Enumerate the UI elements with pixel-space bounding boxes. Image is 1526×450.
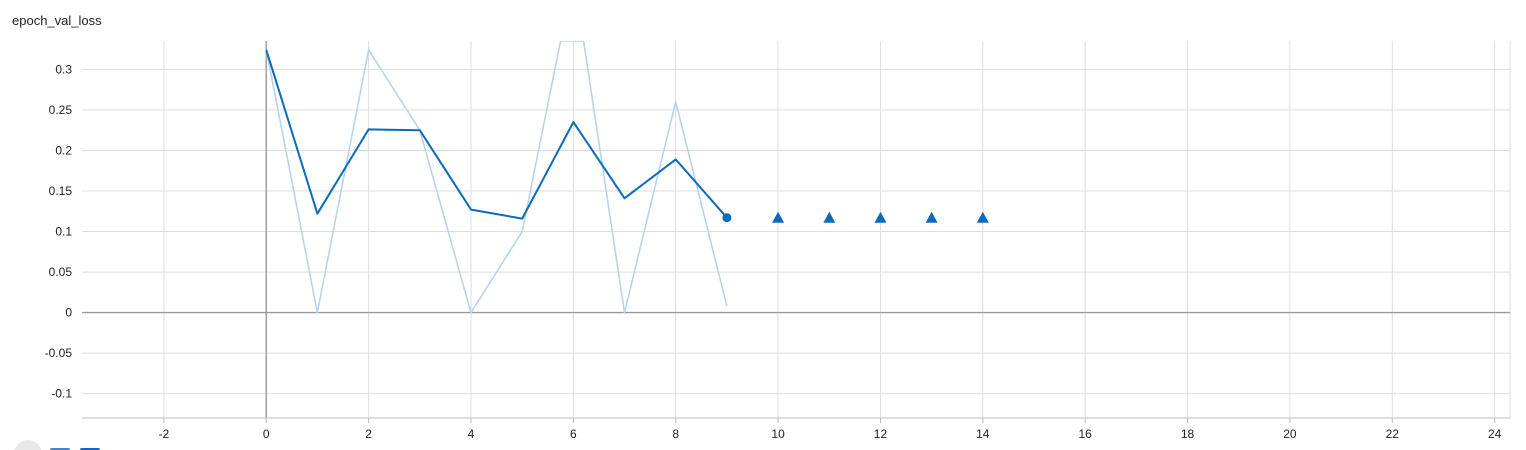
x-tick-label: 10	[771, 427, 785, 441]
log-scale-checkbox[interactable]	[50, 448, 70, 450]
triangle-marker	[925, 211, 938, 223]
x-tick-label: 16	[1079, 427, 1093, 441]
x-tick-label: -2	[159, 427, 170, 441]
raw-series-line	[265, 41, 728, 314]
series-layer	[265, 41, 728, 314]
y-tick-label: 0.05	[49, 265, 73, 279]
x-tick-label: 22	[1386, 427, 1400, 441]
triangle-marker	[976, 211, 989, 223]
y-tick-label: 0.15	[49, 184, 73, 198]
x-tick-label: 18	[1181, 427, 1195, 441]
x-tick-label: 2	[365, 427, 372, 441]
marker-layer	[722, 211, 989, 223]
chart-title: epoch_val_loss	[12, 13, 102, 28]
y-tick-label: 0.1	[55, 225, 72, 239]
triangle-marker	[823, 211, 836, 223]
x-tick-label: 14	[976, 427, 990, 441]
x-tick-label: 12	[874, 427, 888, 441]
y-tick-label: -0.05	[45, 346, 73, 360]
fit-domain-checkbox[interactable]	[80, 448, 100, 450]
y-tick-label: 0.2	[55, 143, 72, 157]
x-tick-label: 8	[672, 427, 679, 441]
x-tick-label: 4	[468, 427, 475, 441]
y-tick-label: 0.25	[49, 103, 73, 117]
axis-layer	[82, 41, 1510, 423]
x-tick-label: 6	[570, 427, 577, 441]
x-tick-label: 20	[1283, 427, 1297, 441]
fullscreen-icon[interactable]	[14, 440, 42, 450]
smoothed-series-line	[265, 49, 728, 220]
last-value-marker	[722, 213, 732, 223]
y-tick-label: 0.3	[55, 62, 72, 76]
x-tick-label: 24	[1488, 427, 1502, 441]
chart-toolbar	[12, 440, 112, 450]
grid-layer	[82, 41, 1511, 418]
y-tick-label: 0	[65, 306, 72, 320]
triangle-marker	[874, 211, 887, 223]
y-tick-label: -0.1	[51, 387, 72, 401]
triangle-marker	[772, 211, 785, 223]
label-layer: -2 0 2 4 6 8 10 12 14 16 18 20 22 24-0.1-0.0500.050.1…	[45, 62, 1502, 441]
x-tick-label: 0	[263, 427, 270, 441]
